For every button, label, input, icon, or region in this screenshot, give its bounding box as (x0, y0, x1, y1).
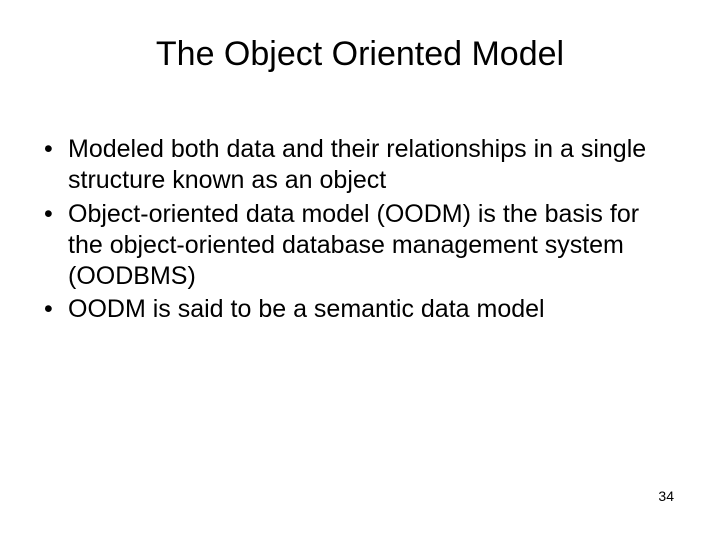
bullet-icon: • (40, 294, 68, 325)
bullet-icon: • (40, 199, 68, 230)
page-number: 34 (658, 488, 674, 504)
slide-title: The Object Oriented Model (40, 35, 680, 74)
bullet-list: • Modeled both data and their relationsh… (40, 134, 680, 326)
bullet-text: Object-oriented data model (OODM) is the… (68, 199, 680, 293)
bullet-icon: • (40, 134, 68, 165)
list-item: • Modeled both data and their relationsh… (40, 134, 680, 197)
list-item: • OODM is said to be a semantic data mod… (40, 294, 680, 325)
list-item: • Object-oriented data model (OODM) is t… (40, 199, 680, 293)
bullet-text: Modeled both data and their relationship… (68, 134, 680, 197)
bullet-text: OODM is said to be a semantic data model (68, 294, 680, 325)
